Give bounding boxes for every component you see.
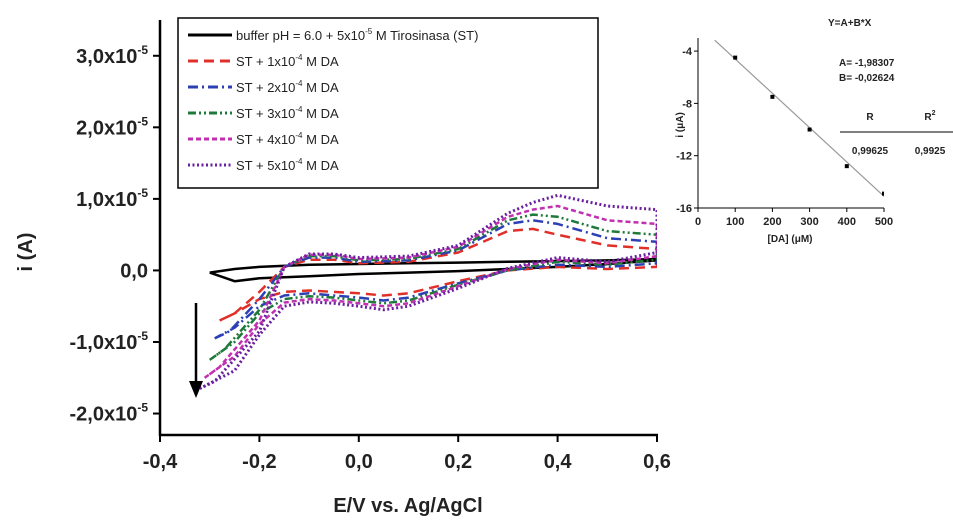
inset-y-tick-label: -8 xyxy=(682,98,692,110)
inset-x-tick-label: 400 xyxy=(838,216,856,228)
y-tick-label: 2,0x10-5 xyxy=(76,114,148,139)
legend-label: ST + 1x10-4 M DA xyxy=(236,53,339,69)
x-tick-label: -0,2 xyxy=(242,451,276,473)
cv-series xyxy=(199,193,657,390)
y-axis-title: i (A) xyxy=(15,233,37,272)
inset-x-title: [DA] (μM) xyxy=(767,234,812,245)
fit-header-r2: R2 xyxy=(924,110,935,123)
fit-equation: Y=A+B*X xyxy=(828,18,872,29)
inset-marks xyxy=(714,39,884,198)
cv-series-line-5 xyxy=(199,193,657,390)
legend-label: buffer pH = 6.0 + 5x10-5 M Tirosinasa (S… xyxy=(236,27,478,43)
inset-data-point xyxy=(733,55,738,60)
inset-y-tick-label: -12 xyxy=(676,151,692,163)
inset-x-tick-label: 0 xyxy=(695,216,701,228)
fit-results: Y=A+B*X A= -1,98307 B= -0,02624 R R2 0,9… xyxy=(828,18,953,157)
inset-y-tick-label: -4 xyxy=(682,46,693,58)
cv-series-line-3 xyxy=(208,213,657,361)
cv-series-line-4 xyxy=(203,204,657,379)
legend-label: ST + 4x10-4 M DA xyxy=(236,131,339,147)
x-tick-label: -0,4 xyxy=(143,451,178,473)
fit-param-b: B= -0,02624 xyxy=(839,73,895,84)
inset-y-ticks: -4 -8 -12 -16 xyxy=(676,46,698,215)
y-tick-label: -2,0x10-5 xyxy=(69,401,148,426)
legend-items: buffer pH = 6.0 + 5x10-5 M Tirosinasa (S… xyxy=(188,27,478,173)
fit-value-r: 0,99625 xyxy=(852,146,889,157)
inset-x-tick-label: 200 xyxy=(763,216,781,228)
x-tick-label: 0,2 xyxy=(444,451,472,473)
x-axis-ticks: -0,4 -0,2 0,0 0,2 0,4 0,6 xyxy=(143,435,671,473)
inset-y-tick-label: -16 xyxy=(676,203,692,215)
inset-x-ticks: 0 100 200 300 400 500 xyxy=(695,208,893,228)
x-tick-label: 0,4 xyxy=(544,451,573,473)
inset-plot: -4 -8 -12 -16 0 100 200 300 400 500 i (μA) [DA] … xyxy=(675,18,953,245)
legend-box xyxy=(177,17,599,189)
legend: buffer pH = 6.0 + 5x10-5 M Tirosinasa (S… xyxy=(177,17,599,189)
x-axis-title: E/V vs. Ag/AgCl xyxy=(333,495,482,517)
inset-data-point xyxy=(770,94,775,99)
inset-x-tick-label: 300 xyxy=(800,216,818,228)
legend-label: ST + 2x10-4 M DA xyxy=(236,79,339,95)
fit-value-r2: 0,9925 xyxy=(915,146,946,157)
cv-series-line-1 xyxy=(219,227,657,322)
inset-data-point xyxy=(844,164,849,169)
y-tick-label: 0,0 xyxy=(120,260,148,282)
inset-data-point xyxy=(882,191,884,196)
y-tick-label: 1,0x10-5 xyxy=(76,186,148,211)
x-tick-label: 0,0 xyxy=(345,451,373,473)
inset-y-title: i (μA) xyxy=(675,112,686,138)
cv-series-line-0 xyxy=(209,257,657,283)
y-axis-ticks: 3,0x10-5 2,0x10-5 1,0x10-5 0,0 -1,0x10-5 -2,0… xyxy=(69,43,160,426)
inset-fit-line xyxy=(714,39,884,198)
y-tick-label: -1,0x10-5 xyxy=(69,329,148,354)
main-plot: 3,0x10-5 2,0x10-5 1,0x10-5 0,0 -1,0x10-5 -2,0… xyxy=(15,20,671,517)
fit-param-a: A= -1,98307 xyxy=(839,58,895,69)
y-tick-label: 3,0x10-5 xyxy=(76,43,148,68)
legend-label: ST + 5x10-4 M DA xyxy=(236,157,339,173)
cv-series-line-2 xyxy=(214,219,657,340)
inset-x-tick-label: 500 xyxy=(875,216,893,228)
inset-x-tick-label: 100 xyxy=(726,216,744,228)
x-tick-label: 0,6 xyxy=(643,451,671,473)
fit-header-r: R xyxy=(866,112,874,123)
inset-data-point xyxy=(807,127,812,132)
direction-arrow xyxy=(189,303,203,398)
legend-label: ST + 3x10-4 M DA xyxy=(236,105,339,121)
